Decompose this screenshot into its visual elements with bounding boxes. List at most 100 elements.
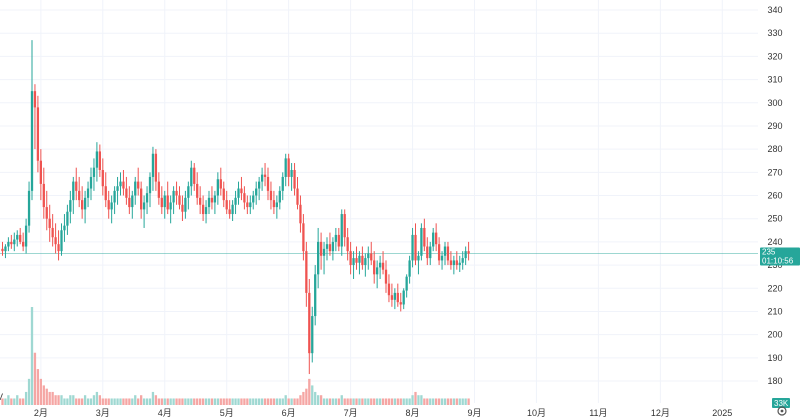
- candle-body: [381, 262, 385, 270]
- candle: [296, 176, 299, 210]
- price-tick-label: 330: [767, 28, 782, 38]
- candle: [95, 142, 99, 182]
- candle: [10, 234, 13, 249]
- candle: [311, 306, 314, 363]
- candle-body: [302, 223, 305, 252]
- candle: [367, 246, 370, 270]
- candle: [7, 237, 10, 252]
- volume-bar: [148, 398, 152, 405]
- volume-bar: [423, 398, 426, 405]
- candle: [142, 195, 146, 228]
- volume-bar: [243, 398, 246, 405]
- candle-body: [39, 160, 42, 184]
- candle: [432, 227, 435, 252]
- volume-bar: [355, 398, 358, 405]
- volume-bar: [210, 398, 214, 405]
- candle-body: [452, 260, 455, 266]
- candle: [160, 186, 163, 215]
- volume-bar: [107, 398, 110, 405]
- candle: [258, 176, 261, 201]
- candle-body: [464, 251, 467, 259]
- volume-bar: [237, 398, 240, 405]
- price-tick-label: 340: [767, 5, 782, 15]
- volume-bar: [319, 395, 323, 405]
- candle: [429, 241, 432, 266]
- volume-bar: [467, 398, 470, 405]
- volume-bar: [172, 398, 175, 405]
- volume-bar: [175, 398, 178, 405]
- candle: [75, 167, 78, 201]
- volume-bar: [78, 398, 81, 405]
- volume-bar: [225, 398, 228, 405]
- candle-body: [104, 186, 107, 201]
- volume-bar: [352, 398, 355, 405]
- candle-body: [290, 169, 293, 177]
- candle-body: [249, 202, 252, 208]
- candle: [54, 223, 57, 254]
- candle: [172, 186, 175, 215]
- candle-body: [134, 181, 137, 196]
- candle-body: [181, 204, 184, 212]
- volume-bar: [420, 395, 423, 405]
- candle: [426, 237, 429, 266]
- time-tick-label: 3月: [96, 408, 110, 418]
- candle: [260, 167, 264, 191]
- volume-bar: [328, 398, 332, 405]
- volume-bar: [266, 398, 270, 405]
- candle-body: [7, 241, 10, 247]
- candle: [78, 176, 81, 208]
- candle: [72, 176, 75, 215]
- volume-bar: [1, 398, 4, 405]
- candle: [381, 251, 385, 275]
- candle: [60, 223, 63, 256]
- gear-icon[interactable]: [777, 406, 787, 416]
- volume-bar: [122, 398, 125, 405]
- volume-bar: [361, 398, 364, 405]
- price-tick-label: 290: [767, 121, 782, 131]
- candle-body: [24, 225, 28, 247]
- volume-bar: [142, 398, 146, 405]
- volume-bar: [89, 398, 93, 405]
- candle: [19, 227, 22, 245]
- candle-body: [69, 200, 72, 212]
- candle: [305, 241, 308, 307]
- candle-body: [432, 232, 435, 247]
- candle: [63, 214, 66, 242]
- candle-body: [19, 234, 22, 242]
- candle: [39, 149, 42, 201]
- candle-body: [414, 234, 417, 261]
- volume-badge: 33K: [772, 398, 790, 408]
- volume-bar: [13, 398, 16, 405]
- candle: [252, 190, 255, 210]
- candle-body: [154, 153, 158, 182]
- candle: [334, 227, 337, 252]
- volume-bar: [234, 398, 237, 405]
- candle-body: [172, 190, 175, 203]
- volume-bar: [42, 385, 45, 405]
- volume-bar: [190, 398, 193, 405]
- candle: [210, 186, 214, 210]
- volume-bar: [349, 398, 352, 405]
- candle-body: [423, 227, 426, 247]
- candle-body: [228, 209, 231, 215]
- volume-bar: [104, 398, 107, 405]
- time-tick-label: 5月: [220, 408, 234, 418]
- volume-bar: [452, 398, 455, 405]
- bar-countdown: 01:10:56: [762, 256, 794, 265]
- candle-body: [370, 253, 373, 261]
- candle-body: [252, 195, 255, 203]
- candle-body: [449, 260, 453, 266]
- volume-bar: [193, 398, 196, 405]
- candle-body: [225, 200, 228, 210]
- candle: [104, 172, 107, 208]
- volume-bar: [196, 398, 199, 405]
- candle-body: [92, 167, 96, 177]
- candle: [140, 181, 143, 219]
- candle: [201, 195, 205, 222]
- price-tick-label: 190: [767, 353, 782, 363]
- volume-bar: [169, 398, 172, 405]
- candle-body: [190, 167, 193, 187]
- candle-body: [113, 190, 116, 203]
